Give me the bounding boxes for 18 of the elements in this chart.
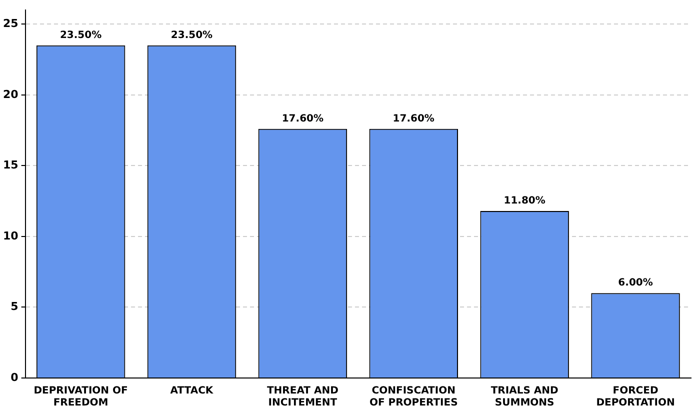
y-tick-label: 15 [2,158,18,172]
y-tick-label: 10 [2,229,19,242]
data-label: 11.80% [504,196,546,207]
x-tick-label: DEPRIVATION OF FREEDOM [34,386,128,409]
data-label: 23.50% [170,30,213,41]
data-label: 23.50% [60,30,102,41]
y-tick-label: 5 [10,300,18,314]
y-tick-label: 0 [10,370,19,384]
y-tick-label: 20 [2,88,19,101]
data-label: 17.60% [392,113,434,124]
x-tick-label: THREAT AND INCITEMENT [266,386,338,409]
x-tick-label: ATTACK [170,386,214,397]
x-tick-label: CONFISCATION OF PROPERTIES [369,386,458,409]
x-tick-label: FORCED DEPORTATION [596,386,675,409]
y-tick-label: 25 [2,17,18,30]
data-label: 17.60% [282,113,324,124]
data-label: 6.00% [618,278,653,289]
x-tick-label: TRIALS AND SUMMONS [490,386,558,409]
